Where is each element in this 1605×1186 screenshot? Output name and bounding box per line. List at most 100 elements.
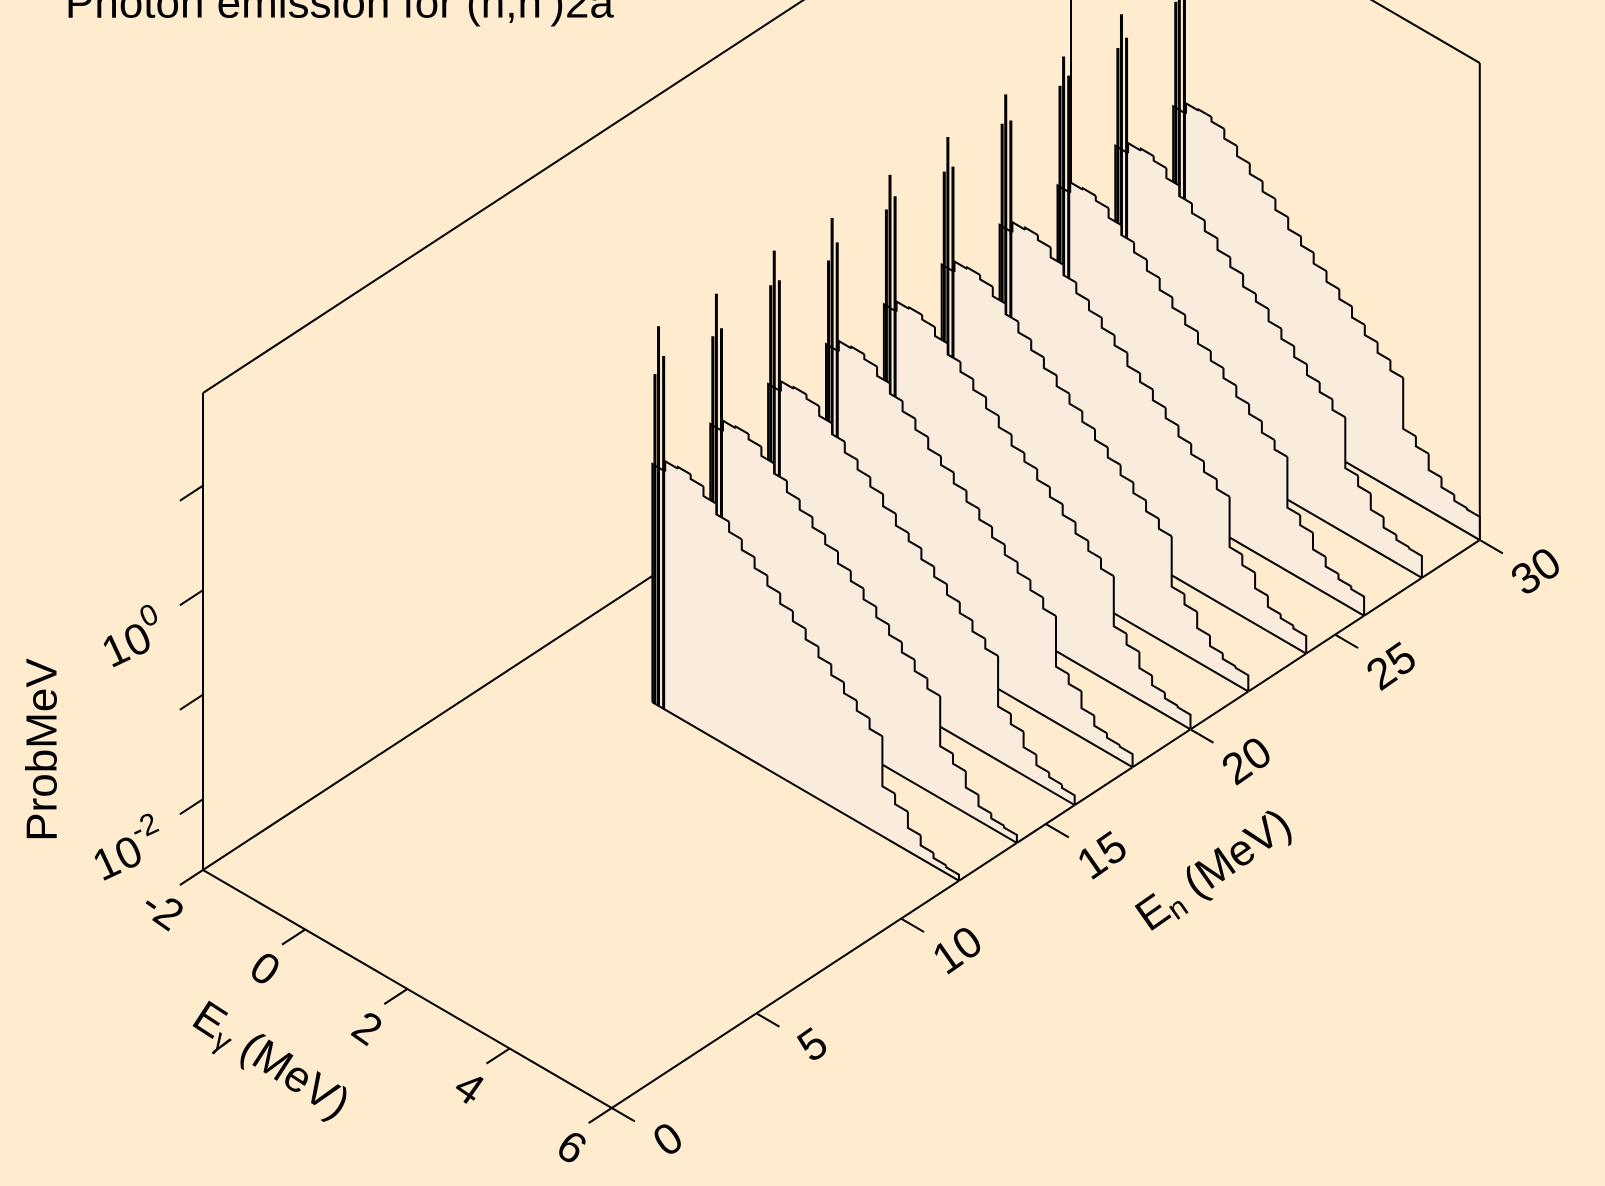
spectrum-outline <box>1074 522 1089 542</box>
spectrum-outline <box>1009 713 1025 733</box>
spectrum-outline <box>1324 556 1340 575</box>
spectrum-bin <box>1216 488 1231 610</box>
spectrum-bin <box>1100 567 1115 686</box>
spectrum-outline <box>990 813 1005 827</box>
spectrum-bin <box>843 692 858 823</box>
spectrum-outline <box>1235 385 1250 405</box>
spectrum-outline <box>1183 594 1198 613</box>
spectrum-outline <box>1112 576 1128 635</box>
spectrum-outline <box>1023 453 1038 470</box>
spectrum-outline <box>921 315 936 328</box>
spectrum-bin <box>1010 723 1025 777</box>
spectrum-outline <box>1260 421 1276 441</box>
spectrum-outline <box>850 345 865 356</box>
spectrum-outline <box>1125 633 1140 653</box>
chart-title: Photon emission for (n,n')2a <box>65 0 614 28</box>
spectrum-outline <box>1331 399 1346 419</box>
spectrum-outline <box>1119 464 1134 484</box>
spectrum-outline <box>1185 101 1200 114</box>
spectrum-bin <box>1126 643 1140 701</box>
spectrum-outline <box>1369 493 1385 518</box>
y-tick <box>755 1012 780 1028</box>
spectrum-bin <box>677 466 692 726</box>
spectrum-bin <box>754 567 768 771</box>
spectrum-outline <box>1267 309 1282 330</box>
spectrum-bin <box>1042 607 1057 724</box>
spectrum-outline <box>1363 324 1379 344</box>
spectrum-outline <box>1228 496 1243 556</box>
spectrum-outline <box>888 383 904 402</box>
spectrum-outline <box>1338 289 1353 308</box>
spectrum-outline <box>1139 146 1155 157</box>
spectrum-outline <box>818 406 833 425</box>
spectrum-bin <box>830 674 845 815</box>
spectrum-outline <box>958 602 974 622</box>
spectrum-outline <box>1024 225 1039 236</box>
spectrum-outline <box>1107 208 1122 226</box>
spectrum-outline <box>728 521 743 541</box>
spectrum-outline <box>843 441 859 461</box>
spectrum-outline <box>1190 443 1205 463</box>
spectrum-bin <box>946 593 961 739</box>
spectrum-outline <box>779 593 794 612</box>
spectrum-outline <box>1081 411 1096 431</box>
spectrum-outline <box>894 793 909 813</box>
y-tick <box>611 1107 636 1123</box>
spectrum-outline <box>1242 274 1257 295</box>
spectrum-outline <box>914 418 929 438</box>
spectrum-outline <box>702 486 717 505</box>
z-tick <box>179 798 204 816</box>
spectrum-outline <box>1261 181 1276 200</box>
spectrum-outline <box>785 480 801 501</box>
spectrum-outline <box>1466 508 1481 540</box>
spectrum-outline <box>946 584 961 604</box>
spectrum-bin <box>1171 585 1185 656</box>
spectrum-bin <box>939 745 954 807</box>
spectrum-outline <box>1440 477 1455 496</box>
spectrum-outline <box>651 462 666 703</box>
spectrum-outline <box>1299 515 1314 534</box>
spectrum-outline <box>1145 500 1160 520</box>
spectrum-outline <box>1229 257 1244 276</box>
spectrum-outline <box>1093 715 1108 735</box>
spectrum-outline <box>1171 297 1186 316</box>
spectrum-bin <box>1235 395 1250 550</box>
spectrum-outline <box>939 696 954 755</box>
spectrum-outline <box>805 394 820 407</box>
spectrum-outline <box>1127 141 1142 154</box>
spectrum-outline <box>1248 163 1264 183</box>
spectrum-outline <box>1293 346 1308 366</box>
spectrum-bin <box>664 460 679 719</box>
spectrum-outline <box>1133 242 1148 261</box>
spectrum-outline <box>856 459 871 478</box>
spectrum-bin <box>1389 369 1404 497</box>
spectrum-outline <box>906 811 922 837</box>
spectrum-outline <box>1176 705 1192 730</box>
spectrum-outline <box>1222 368 1237 387</box>
spectrum-outline <box>1427 453 1443 479</box>
spectrum-outline <box>689 474 705 488</box>
spectrum-bin <box>1415 445 1430 512</box>
spectrum-bin <box>715 513 730 748</box>
spectrum-outline <box>862 588 877 608</box>
spectrum-outline <box>792 385 808 396</box>
spectrum-bin <box>1178 435 1192 588</box>
z-tick <box>179 589 204 607</box>
spectrum-bin <box>805 638 819 800</box>
spectrum-outline <box>1100 558 1115 577</box>
spectrum-outline <box>1048 487 1064 506</box>
x-tick <box>588 1107 613 1124</box>
spectrum-outline <box>1215 479 1231 498</box>
y-tick <box>1189 728 1214 744</box>
y-tick <box>1479 539 1504 555</box>
spectrum-baseline <box>651 701 960 882</box>
z-minor-tick <box>179 693 204 711</box>
spectrum-outline <box>1082 186 1097 197</box>
spectrum-outline <box>1178 185 1193 205</box>
spectrum-outline <box>855 700 871 720</box>
spectrum-outline <box>740 539 756 559</box>
spectrum-outline <box>1029 580 1044 599</box>
spectrum-bin <box>1068 683 1082 739</box>
spectrum-outline <box>927 437 942 458</box>
spectrum-outline <box>753 557 768 577</box>
